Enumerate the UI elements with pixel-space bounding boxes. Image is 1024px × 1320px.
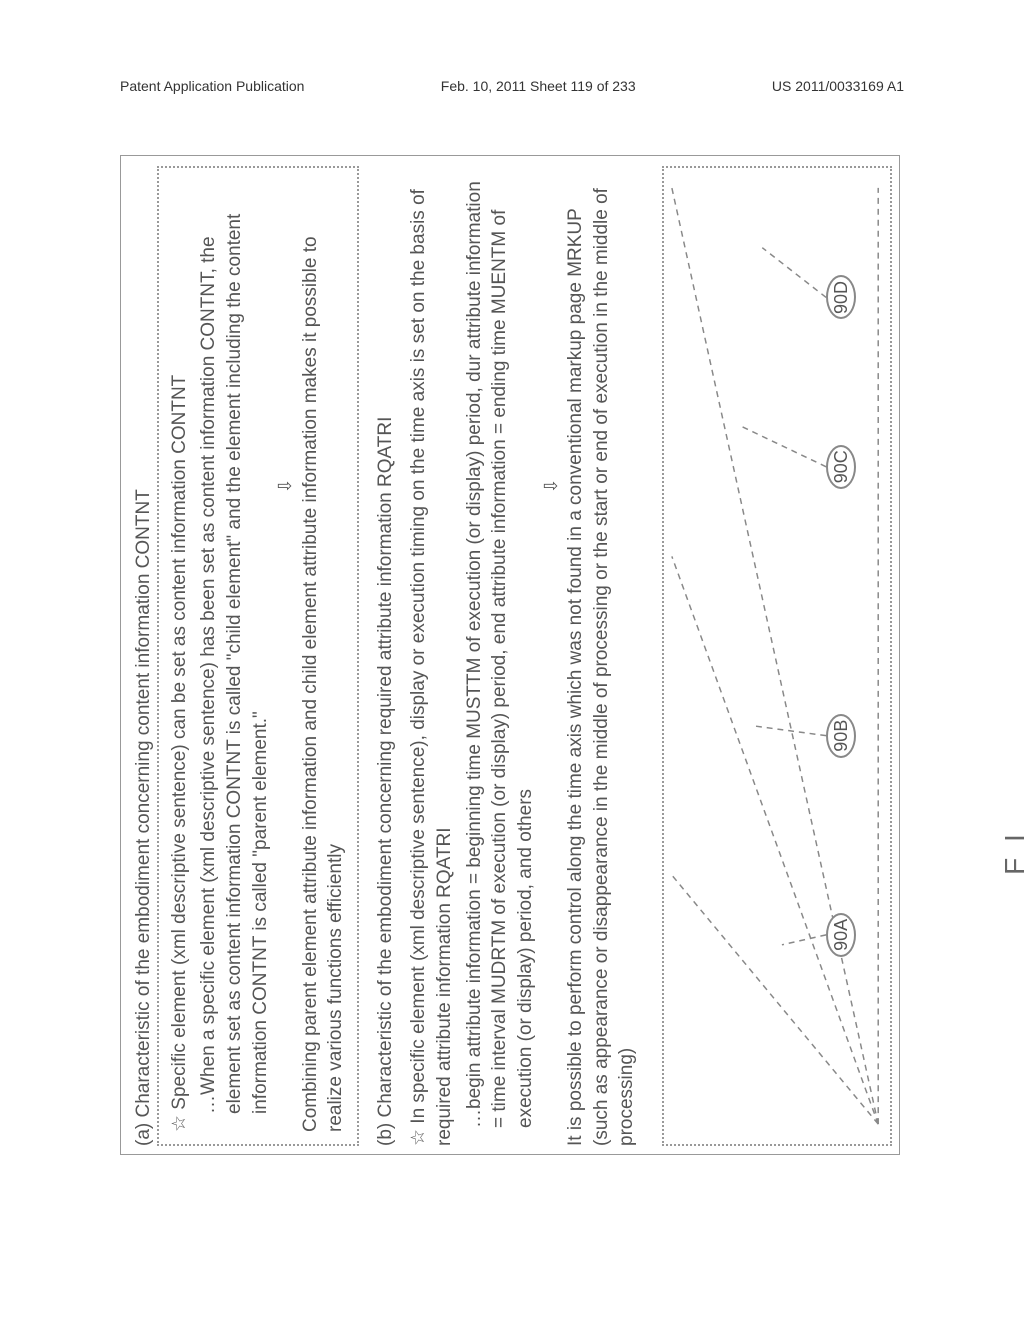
header-right: US 2011/0033169 A1 [772, 78, 904, 94]
diagram-svg [664, 168, 890, 1144]
section-b-content: ☆ In specific element (xml descriptive s… [398, 166, 647, 1146]
page-header: Patent Application Publication Feb. 10, … [0, 78, 1024, 94]
header-center: Feb. 10, 2011 Sheet 119 of 233 [441, 78, 636, 94]
diagram-area: 90A 90B 90C 90D [662, 166, 892, 1146]
figure-frame: (a) Characteristic of the embodiment con… [120, 155, 900, 1155]
header-left: Patent Application Publication [120, 78, 304, 94]
diagram-node: 90B [826, 714, 856, 758]
section-b-line2: …begin attribute information = beginning… [462, 166, 539, 1146]
section-b-arrow: ⇩ [539, 166, 563, 1146]
figure-caption: F I G. 90A [999, 813, 1024, 875]
section-a-line1: ☆ Specific element (xml descriptive sent… [167, 180, 193, 1132]
section-a-line2: …When a specific element (xml descriptiv… [196, 180, 273, 1132]
section-a-box: ☆ Specific element (xml descriptive sent… [157, 166, 359, 1146]
section-a-title: (a) Characteristic of the embodiment con… [131, 166, 157, 1146]
diagram-node: 90C [826, 445, 856, 489]
section-b-title: (b) Characteristic of the embodiment con… [373, 166, 399, 1146]
diagram-node: 90A [826, 913, 856, 957]
diagram-node: 90D [826, 275, 856, 319]
section-b-line1: ☆ In specific element (xml descriptive s… [406, 166, 457, 1146]
section-b-line3: It is possible to perform control along … [563, 166, 640, 1146]
section-a-line3: Combining parent element attribute infor… [298, 180, 349, 1132]
section-a-arrow: ⇩ [273, 180, 297, 1132]
figure-content: (a) Characteristic of the embodiment con… [131, 166, 891, 1146]
